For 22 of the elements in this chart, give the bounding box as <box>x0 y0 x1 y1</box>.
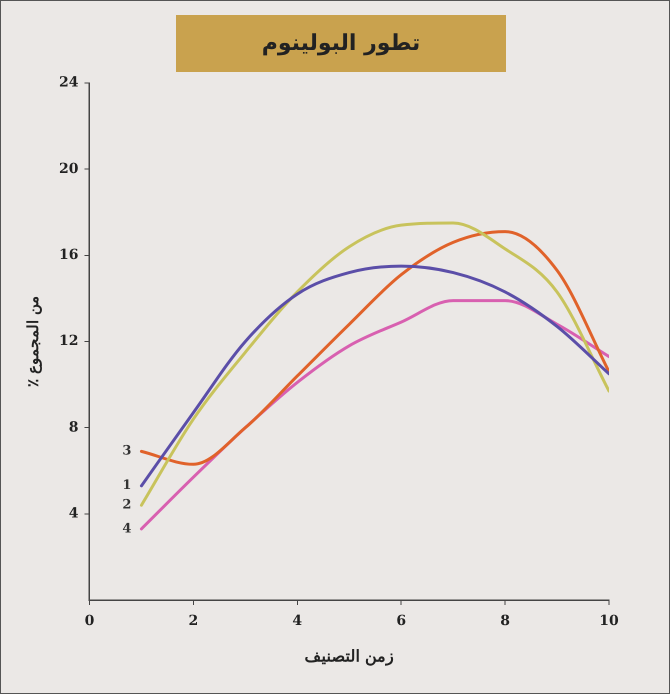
x-tick-label: 2 <box>188 613 198 630</box>
y-tick-label: 8 <box>68 419 78 436</box>
x-tick-label: 6 <box>396 613 406 630</box>
series-label: 2 <box>122 498 132 513</box>
line-series <box>140 230 609 466</box>
y-tick-label: 12 <box>59 333 78 350</box>
y-tick-label: 24 <box>59 74 79 91</box>
chart-title: تطور البولينوم <box>176 15 506 72</box>
series-label: 3 <box>122 444 132 459</box>
y-axis-title: ٪ من المجموع <box>24 296 42 388</box>
x-axis-title: زمن التصنيف <box>304 646 394 667</box>
series-label: 1 <box>122 478 132 494</box>
line-series <box>140 222 609 507</box>
x-tick-label: 4 <box>292 613 302 630</box>
y-tick-label: 20 <box>59 160 79 177</box>
x-tick-label: 8 <box>500 613 510 630</box>
series-label: 4 <box>122 521 132 536</box>
y-tick-label: 16 <box>59 246 78 263</box>
line-series <box>140 264 609 488</box>
x-tick-label: 10 <box>599 613 619 630</box>
y-tick-label: 4 <box>68 505 79 522</box>
x-tick-label: 0 <box>84 613 95 630</box>
